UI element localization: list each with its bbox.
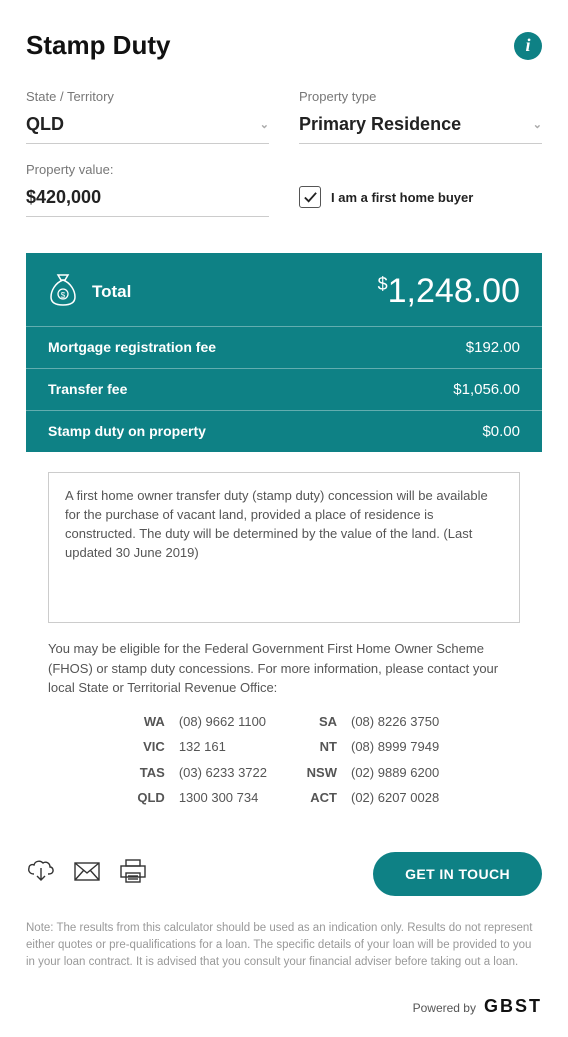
phone-number: (03) 6233 3722 <box>179 763 267 783</box>
state-value: QLD <box>26 114 64 135</box>
disclaimer-text: Note: The results from this calculator s… <box>26 920 542 972</box>
chevron-down-icon: ⌄ <box>260 118 269 131</box>
fee-row: Mortgage registration fee $192.00 <box>26 326 542 368</box>
powered-by: Powered by GBST <box>26 996 542 1017</box>
property-type-label: Property type <box>299 89 542 104</box>
phone-state: NT <box>301 737 337 757</box>
state-select[interactable]: QLD ⌄ <box>26 110 269 144</box>
fee-label: Mortgage registration fee <box>48 339 216 356</box>
phone-number: (02) 6207 0028 <box>351 788 439 808</box>
property-type-select[interactable]: Primary Residence ⌄ <box>299 110 542 144</box>
page-title: Stamp Duty <box>26 30 170 61</box>
phone-state: ACT <box>301 788 337 808</box>
property-type-value: Primary Residence <box>299 114 461 135</box>
first-home-buyer-checkbox[interactable] <box>299 186 321 208</box>
eligibility-text: You may be eligible for the Federal Gove… <box>48 639 520 698</box>
concession-note: A first home owner transfer duty (stamp … <box>48 472 520 623</box>
total-label: Total <box>92 282 131 302</box>
info-icon[interactable]: i <box>514 32 542 60</box>
download-icon[interactable] <box>26 858 56 889</box>
phone-state: VIC <box>129 737 165 757</box>
phone-number: (08) 9662 1100 <box>179 712 267 732</box>
fee-label: Stamp duty on property <box>48 423 206 440</box>
svg-text:$: $ <box>61 291 66 300</box>
phone-state: SA <box>301 712 337 732</box>
fee-row: Stamp duty on property $0.00 <box>26 410 542 452</box>
phone-state: WA <box>129 712 165 732</box>
fee-row: Transfer fee $1,056.00 <box>26 368 542 410</box>
state-label: State / Territory <box>26 89 269 104</box>
property-value: $420,000 <box>26 187 101 208</box>
first-home-buyer-label: I am a first home buyer <box>331 190 473 205</box>
get-in-touch-button[interactable]: GET IN TOUCH <box>373 852 542 896</box>
results-panel: $ Total $1,248.00 Mortgage registration … <box>26 253 542 452</box>
phone-number: (02) 9889 6200 <box>351 763 439 783</box>
powered-brand: GBST <box>484 996 542 1017</box>
total-amount: $1,248.00 <box>378 272 520 311</box>
phone-number: 132 161 <box>179 737 267 757</box>
email-icon[interactable] <box>72 858 102 889</box>
print-icon[interactable] <box>118 858 148 889</box>
phone-number: (08) 8999 7949 <box>351 737 439 757</box>
property-value-input[interactable]: $420,000 <box>26 183 269 217</box>
fee-amount: $192.00 <box>466 339 520 356</box>
powered-label: Powered by <box>413 1001 476 1015</box>
property-value-label: Property value: <box>26 162 269 177</box>
money-bag-icon: $ <box>48 271 78 312</box>
fee-label: Transfer fee <box>48 381 127 398</box>
fee-amount: $0.00 <box>482 423 520 440</box>
chevron-down-icon: ⌄ <box>533 118 542 131</box>
phone-number: (08) 8226 3750 <box>351 712 439 732</box>
phone-number: 1300 300 734 <box>179 788 267 808</box>
phone-state: QLD <box>129 788 165 808</box>
phone-table: WA (08) 9662 1100 VIC 132 161 TAS (03) 6233… <box>48 712 520 808</box>
check-icon <box>303 190 318 205</box>
phone-state: TAS <box>129 763 165 783</box>
fee-amount: $1,056.00 <box>453 381 520 398</box>
phone-state: NSW <box>301 763 337 783</box>
